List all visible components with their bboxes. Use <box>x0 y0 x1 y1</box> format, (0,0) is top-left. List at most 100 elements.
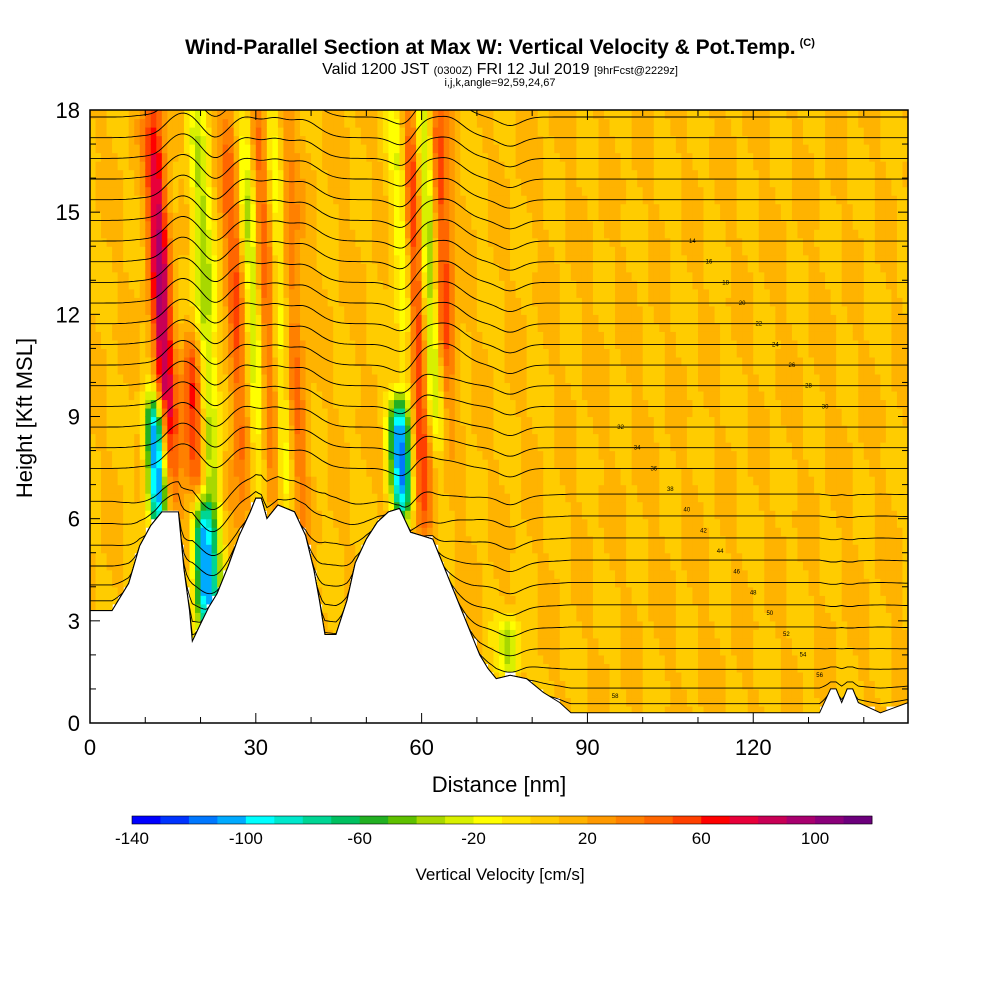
velocity-cell <box>112 178 119 188</box>
velocity-cell <box>322 467 329 477</box>
velocity-cell <box>499 484 506 494</box>
velocity-cell <box>266 399 273 409</box>
velocity-cell <box>410 271 417 281</box>
velocity-cell <box>112 476 119 486</box>
velocity-cell <box>565 450 572 460</box>
velocity-cell <box>526 135 533 145</box>
velocity-cell <box>327 169 334 179</box>
velocity-cell <box>95 356 102 367</box>
velocity-cell <box>438 493 445 503</box>
velocity-cell <box>460 569 467 579</box>
velocity-cell <box>255 382 262 392</box>
velocity-cell <box>504 356 511 367</box>
velocity-cell <box>554 442 561 452</box>
velocity-cell <box>482 552 489 562</box>
velocity-cell <box>449 450 456 460</box>
velocity-cell <box>327 569 334 579</box>
velocity-cell <box>333 561 340 571</box>
velocity-cell <box>499 322 506 332</box>
velocity-cell <box>233 135 240 145</box>
velocity-cell <box>410 237 417 247</box>
velocity-cell <box>559 586 566 596</box>
velocity-cell <box>217 169 224 179</box>
velocity-cell <box>250 433 257 443</box>
velocity-cell <box>228 212 235 222</box>
velocity-cell <box>565 237 572 247</box>
velocity-cell <box>200 356 207 367</box>
velocity-cell <box>327 127 334 137</box>
velocity-cell <box>349 365 356 375</box>
velocity-cell <box>565 263 572 273</box>
velocity-cell <box>487 178 495 188</box>
velocity-cell <box>482 246 489 256</box>
velocity-cell <box>476 348 484 358</box>
velocity-cell <box>294 127 301 137</box>
velocity-cell <box>421 339 428 349</box>
velocity-cell <box>405 425 412 435</box>
velocity-cell <box>438 246 445 256</box>
velocity-cell <box>172 161 180 171</box>
velocity-cell <box>200 433 207 443</box>
velocity-cell <box>465 459 472 469</box>
velocity-cell <box>95 433 102 443</box>
velocity-cell <box>266 348 273 358</box>
velocity-cell <box>559 595 566 605</box>
velocity-cell <box>266 186 273 196</box>
velocity-cell <box>316 561 323 571</box>
velocity-cell <box>471 195 478 205</box>
velocity-cell <box>211 425 218 435</box>
velocity-cell <box>570 322 577 332</box>
velocity-cell <box>504 305 511 315</box>
velocity-cell <box>443 382 450 392</box>
velocity-cell <box>233 425 240 435</box>
velocity-cell <box>322 510 329 520</box>
velocity-cell <box>543 535 550 545</box>
velocity-cell <box>393 382 401 392</box>
velocity-cell <box>283 297 290 307</box>
velocity-cell <box>410 390 417 401</box>
velocity-cell <box>521 339 528 349</box>
velocity-cell <box>266 144 273 154</box>
velocity-cell <box>338 535 345 545</box>
velocity-cell <box>355 212 362 222</box>
velocity-cell <box>504 220 511 230</box>
velocity-cell <box>349 373 356 384</box>
velocity-cell <box>327 203 334 213</box>
velocity-cell <box>294 339 301 349</box>
velocity-cell <box>283 407 290 418</box>
velocity-cell <box>548 637 555 647</box>
velocity-cell <box>438 433 445 443</box>
velocity-cell <box>443 339 450 349</box>
velocity-cell <box>305 501 312 511</box>
velocity-cell <box>117 322 124 332</box>
velocity-cell <box>101 288 108 298</box>
velocity-cell <box>565 688 572 699</box>
velocity-cell <box>344 288 351 298</box>
velocity-cell <box>344 484 351 494</box>
velocity-cell <box>521 484 528 494</box>
velocity-cell <box>554 169 561 179</box>
velocity-cell <box>178 169 185 179</box>
velocity-cell <box>128 399 135 409</box>
velocity-cell <box>228 220 235 230</box>
velocity-cell <box>156 135 163 145</box>
velocity-cell <box>504 186 511 196</box>
velocity-cell <box>322 144 329 154</box>
velocity-cell <box>487 552 495 562</box>
velocity-cell <box>388 263 395 273</box>
velocity-cell <box>90 178 97 188</box>
velocity-cell <box>167 459 174 469</box>
velocity-cell <box>532 373 539 384</box>
velocity-cell <box>117 544 124 554</box>
velocity-cell <box>559 246 566 256</box>
velocity-cell <box>576 246 583 256</box>
velocity-cell <box>576 442 583 452</box>
velocity-cell <box>250 365 257 375</box>
velocity-cell <box>228 373 235 384</box>
velocity-cell <box>95 314 102 324</box>
velocity-cell <box>349 169 356 179</box>
velocity-cell <box>327 314 334 324</box>
velocity-cell <box>277 152 285 162</box>
velocity-cell <box>532 425 539 435</box>
velocity-cell <box>399 280 406 290</box>
